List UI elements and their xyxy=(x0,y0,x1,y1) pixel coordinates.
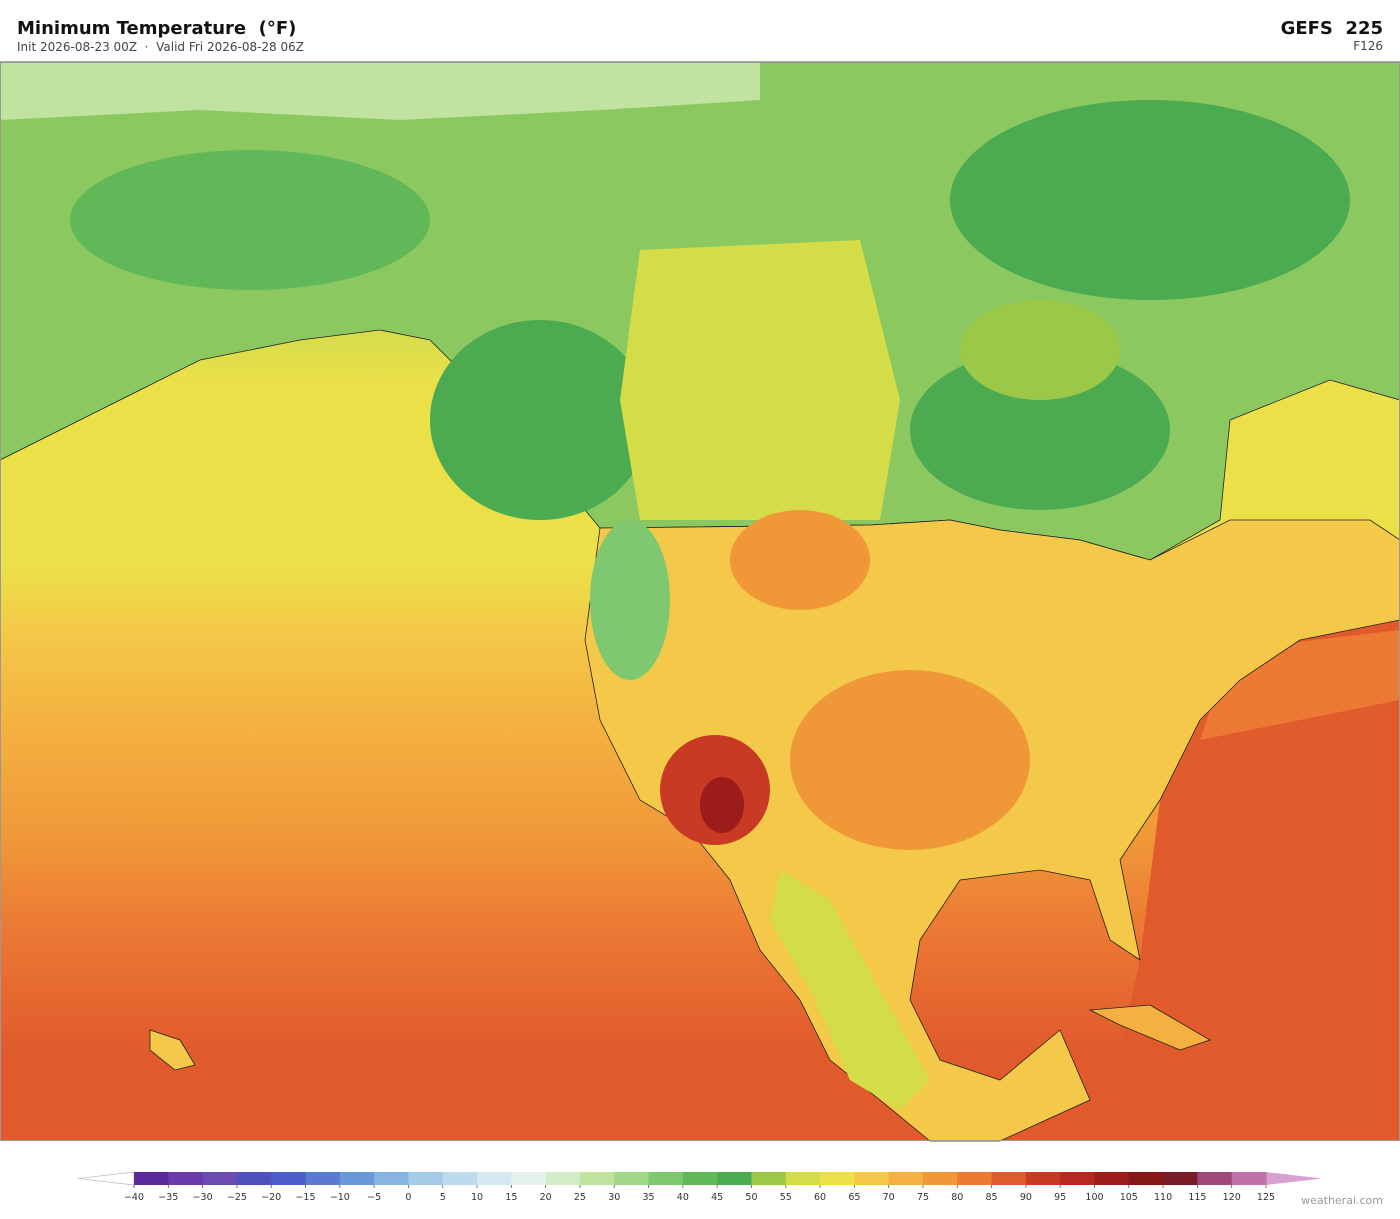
colorbar-cell xyxy=(339,1172,375,1185)
colorbar-over xyxy=(1266,1172,1322,1185)
warm-patch xyxy=(790,670,1030,850)
colorbar-cell xyxy=(1025,1172,1061,1185)
colorbar-tick-label: 85 xyxy=(986,1192,998,1203)
colorbar-tick-label: −10 xyxy=(330,1192,350,1203)
colorbar-cell xyxy=(717,1172,752,1185)
colorbar-cell xyxy=(1094,1172,1130,1185)
north-america-south xyxy=(584,519,1400,1142)
credit: weatherai.com xyxy=(1301,1194,1383,1207)
cool-patch xyxy=(950,100,1350,300)
colorbar-tick-label: −25 xyxy=(227,1192,247,1203)
colorbar-tick-label: 70 xyxy=(883,1192,895,1203)
colorbar-cell xyxy=(579,1172,615,1185)
colorbar-tick-label: 100 xyxy=(1085,1192,1103,1203)
colorbar-tick-label: 120 xyxy=(1223,1192,1241,1203)
colorbar-tick-label: 25 xyxy=(574,1192,586,1203)
colorbar-tick-label: 75 xyxy=(917,1192,929,1203)
colorbar-cell xyxy=(888,1172,924,1185)
colorbar-tick-label: −20 xyxy=(261,1192,281,1203)
colorbar-cell xyxy=(545,1172,581,1185)
colorbar-tick-label: 115 xyxy=(1188,1192,1206,1203)
colorbar-cell xyxy=(271,1172,307,1185)
colorbar-cell xyxy=(648,1172,684,1185)
colorbar-tick-label: 50 xyxy=(745,1192,757,1203)
colorbar-tick-label: −30 xyxy=(193,1192,213,1203)
colorbar-cell xyxy=(1060,1172,1095,1185)
colorbar-cell xyxy=(477,1172,512,1185)
colorbar-cell xyxy=(374,1172,409,1185)
colorbar-tick-label: 125 xyxy=(1257,1192,1275,1203)
colorbar-cell xyxy=(511,1172,547,1185)
atlantic xyxy=(1100,620,1400,1141)
colorbar-tick-label: −35 xyxy=(158,1192,178,1203)
colorbar-tick-label: 5 xyxy=(440,1192,446,1203)
colorbar-tick-label: 10 xyxy=(471,1192,483,1203)
hawaii xyxy=(149,1029,196,1071)
colorbar-cell xyxy=(1128,1172,1164,1185)
colorbar-tick-label: 20 xyxy=(540,1192,552,1203)
forecast-hour: F126 xyxy=(1353,39,1383,53)
map-title: Minimum Temperature (°F) xyxy=(17,18,296,39)
colorbar-tick-label: 90 xyxy=(1020,1192,1032,1203)
colorbar-cell xyxy=(1163,1172,1198,1185)
colorbar-tick-label: 110 xyxy=(1154,1192,1172,1203)
cool-patch xyxy=(70,150,430,290)
colorbar-cell xyxy=(134,1172,169,1185)
cool-patch xyxy=(590,520,670,680)
colorbar-cell xyxy=(957,1172,993,1185)
colorbar: −40 −35 −30 −25 −20 −15 −10 −5 0 5 10 15 20 25 30 35 40 4… xyxy=(77,1171,1322,1203)
colorbar-cell xyxy=(854,1172,890,1185)
colorbar-cell xyxy=(614,1172,650,1185)
arctic-cool xyxy=(0,62,760,120)
map-subtitle: Init 2026-08-23 00Z · Valid Fri 2026-08-… xyxy=(17,40,304,54)
colorbar-cell xyxy=(1197,1172,1233,1185)
colorbar-cell xyxy=(751,1172,787,1185)
colorbar-tick-label: 30 xyxy=(608,1192,620,1203)
prairies xyxy=(620,240,900,520)
colorbar-tick-label: 15 xyxy=(505,1192,517,1203)
colorbar-cell xyxy=(1231,1172,1267,1185)
colorbar-tick-label: 45 xyxy=(711,1192,723,1203)
colorbar-cell xyxy=(202,1172,238,1185)
cool-patch xyxy=(430,320,650,520)
colorbar-tick-label: 80 xyxy=(951,1192,963,1203)
mexico-plateau xyxy=(770,870,930,1110)
colorbar-cell xyxy=(785,1172,821,1185)
map-area xyxy=(0,61,1400,1142)
hudson-bay xyxy=(960,300,1120,400)
colorbar-tick-label: 35 xyxy=(642,1192,654,1203)
hot-patch xyxy=(700,777,744,833)
colorbar-tick-label: 55 xyxy=(780,1192,792,1203)
colorbar-tick-label: −5 xyxy=(367,1192,381,1203)
colorbar-cell xyxy=(305,1172,341,1185)
colorbar-cell xyxy=(991,1172,1027,1185)
colorbar-cell xyxy=(168,1172,204,1185)
colorbar-tick-label: 60 xyxy=(814,1192,826,1203)
colorbar-tick-label: −40 xyxy=(124,1192,144,1203)
colorbar-cell xyxy=(820,1172,855,1185)
colorbar-cell xyxy=(408,1172,444,1185)
colorbar-tick-label: 105 xyxy=(1120,1192,1138,1203)
colorbar-tick-label: −15 xyxy=(295,1192,315,1203)
colorbar-cell xyxy=(682,1172,718,1185)
colorbar-cell xyxy=(922,1172,958,1185)
colorbar-cell xyxy=(442,1172,478,1185)
colorbar-tick-label: 0 xyxy=(405,1192,411,1203)
colorbar-under xyxy=(77,1171,135,1186)
warm-patch xyxy=(730,510,870,610)
model-label: GEFS 225 xyxy=(1281,18,1383,39)
colorbar-cell xyxy=(236,1172,272,1185)
cuba xyxy=(1088,1004,1211,1051)
cool-patch xyxy=(910,350,1170,510)
colorbar-tick-label: 40 xyxy=(677,1192,689,1203)
colorbar-tick-label: 65 xyxy=(848,1192,860,1203)
colorbar-tick-label: 95 xyxy=(1054,1192,1066,1203)
